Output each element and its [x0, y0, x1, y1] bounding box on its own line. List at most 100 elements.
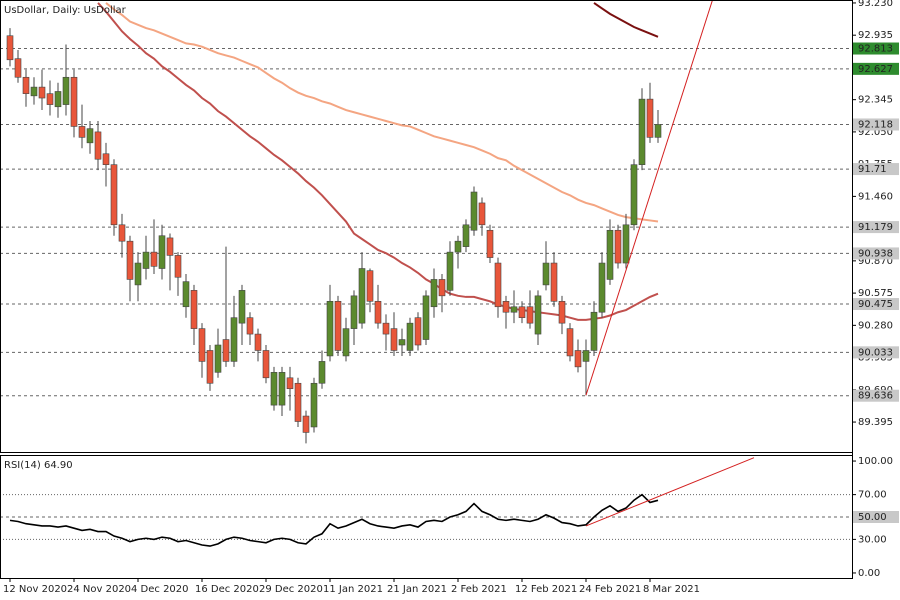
- candle-body: [54, 91, 62, 108]
- candle-body: [390, 328, 398, 351]
- candle-body: [174, 255, 182, 278]
- x-tick-label: 12 Feb 2021: [515, 584, 577, 595]
- candle-body: [70, 76, 78, 127]
- candle-body: [110, 164, 118, 226]
- candle-body: [582, 350, 590, 362]
- candle-body: [366, 270, 374, 302]
- candle-body: [342, 328, 350, 357]
- level-label: 92.813: [858, 44, 893, 55]
- trendline: [585, 1, 713, 396]
- y-tick-label: 93.230: [858, 0, 893, 9]
- candle-body: [566, 328, 574, 357]
- level-box: [853, 221, 899, 234]
- candle-body: [462, 224, 470, 247]
- y-tick-label: 90.870: [858, 256, 893, 267]
- candle-body: [550, 262, 558, 302]
- y-tick-label: 92.935: [858, 30, 893, 41]
- candle-body: [6, 35, 14, 61]
- candle-body: [542, 262, 550, 286]
- y-tick-label: 0.00: [858, 568, 880, 579]
- candle-body: [14, 58, 22, 78]
- candle-body: [158, 235, 166, 269]
- level-label: 90.033: [858, 347, 893, 358]
- y-tick-label: 50.00: [858, 512, 887, 523]
- y-tick-label: 92.050: [858, 127, 893, 138]
- candle-body: [646, 98, 654, 138]
- candle-body: [630, 164, 638, 226]
- candle-body: [318, 361, 326, 384]
- candle-body: [326, 300, 334, 357]
- x-tick-label: 4 Dec 2020: [131, 584, 189, 595]
- candle-body: [126, 240, 134, 280]
- candle-body: [62, 76, 70, 105]
- x-tick-label: 16 Dec 2020: [195, 584, 259, 595]
- axes: 93.23092.93592.64092.34592.05091.75591.4…: [3, 0, 899, 595]
- candle-body: [230, 317, 238, 362]
- candle-body: [374, 300, 382, 324]
- tick-box: [853, 511, 899, 524]
- candle-body: [46, 93, 54, 105]
- candle-body: [278, 372, 286, 406]
- candle-body: [302, 415, 310, 433]
- candle-body: [134, 262, 142, 286]
- candle-body: [422, 295, 430, 340]
- y-tick-label: 92.345: [858, 95, 893, 106]
- x-tick-label: 2 Feb 2021: [451, 584, 507, 595]
- candle-body: [438, 279, 446, 297]
- y-tick-label: 90.280: [858, 320, 893, 331]
- candle-body: [382, 322, 390, 335]
- level-label: 92.118: [858, 119, 893, 130]
- candle-body: [606, 229, 614, 280]
- candle-body: [358, 268, 366, 324]
- line-series: [9, 493, 659, 547]
- y-tick-label: 90.575: [858, 288, 893, 299]
- candle-body: [518, 306, 526, 318]
- line-series: [593, 2, 659, 38]
- candle-body: [166, 237, 174, 256]
- level-label: 89.636: [858, 391, 893, 402]
- level-box: [853, 163, 899, 176]
- level-box: [853, 42, 899, 55]
- level-label: 90.475: [858, 299, 893, 310]
- candle-body: [78, 126, 86, 138]
- level-box: [853, 346, 899, 359]
- candle-body: [254, 333, 262, 351]
- candle-body: [270, 372, 278, 406]
- level-label: 92.627: [858, 64, 893, 75]
- candle-body: [526, 306, 534, 324]
- x-tick-label: 29 Dec 2020: [259, 584, 323, 595]
- candle-body: [430, 279, 438, 308]
- candle-body: [238, 290, 246, 324]
- line-series: [105, 2, 659, 223]
- candle-body: [398, 339, 406, 346]
- candle-body: [22, 76, 30, 94]
- y-tick-label: 91.460: [858, 191, 893, 202]
- candle-body: [30, 86, 38, 97]
- candle-body: [294, 382, 302, 422]
- candle-body: [102, 153, 110, 165]
- candle-body: [286, 377, 294, 390]
- candle-body: [574, 350, 582, 368]
- candle-body: [86, 128, 94, 144]
- candle-body: [494, 262, 502, 308]
- x-tick-label: 24 Feb 2021: [579, 584, 641, 595]
- candle-body: [150, 251, 158, 267]
- x-tick-label: 8 Mar 2021: [643, 584, 700, 595]
- candle-body: [590, 311, 598, 351]
- candle-body: [142, 251, 150, 269]
- candle-body: [638, 98, 646, 165]
- candle-body: [198, 328, 206, 362]
- candle-body: [510, 306, 518, 313]
- candle-body: [654, 124, 662, 138]
- y-tick-label: 30.00: [858, 534, 887, 545]
- candle-body: [94, 131, 102, 160]
- candle-body: [206, 350, 214, 384]
- candle-body: [262, 350, 270, 379]
- level-box: [853, 389, 899, 402]
- candle-body: [414, 317, 422, 346]
- level-box: [853, 62, 899, 75]
- candle-body: [478, 202, 486, 226]
- candle-body: [598, 262, 606, 313]
- candle-body: [214, 344, 222, 373]
